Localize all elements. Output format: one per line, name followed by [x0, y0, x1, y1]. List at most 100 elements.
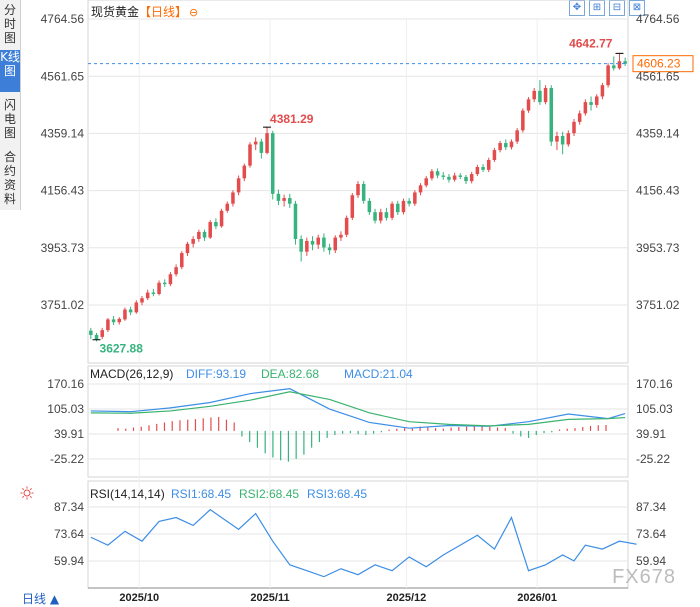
tab-time-sharing[interactable]: 分时图 — [3, 3, 16, 45]
candle-body — [180, 253, 184, 268]
candle-body — [424, 178, 428, 186]
price-tick-left: 3953.73 — [41, 241, 85, 255]
candle-body — [435, 171, 440, 176]
candle-body — [350, 195, 355, 218]
candle-body — [509, 141, 514, 148]
candle-body — [208, 222, 212, 238]
candle-body — [123, 309, 127, 320]
candle-body — [89, 330, 93, 335]
candle-body — [259, 141, 264, 153]
candle-body — [589, 102, 593, 105]
candle-body — [577, 113, 582, 122]
candle-body — [145, 292, 150, 299]
candle-body — [566, 133, 571, 145]
candle-body — [168, 274, 173, 285]
candle-body — [236, 178, 241, 193]
rsi-legend-item: RSI1:68.45 — [171, 487, 231, 501]
candle-body — [151, 292, 156, 295]
rsi-line — [90, 508, 637, 578]
candle-body — [310, 240, 315, 245]
candle-body — [384, 212, 389, 218]
price-tick-right: 4764.56 — [636, 12, 680, 26]
candle-body — [469, 174, 474, 182]
macd-line-diff — [90, 388, 626, 429]
rsi-tick-right: 59.94 — [636, 554, 666, 568]
rsi-legend-title: RSI(14,14,14) — [90, 487, 165, 501]
chart-type-tabs: 分时图 K线图 闪电图 合约资料 — [0, 0, 21, 210]
tab-kline[interactable]: K线图 — [0, 50, 20, 92]
candle-body — [521, 110, 525, 131]
macd-line-dea — [90, 391, 626, 427]
tab-contract-info[interactable]: 合约资料 — [3, 150, 16, 206]
macd-legend-item: MACD:21.04 — [344, 367, 413, 381]
candle-body — [481, 167, 485, 170]
rsi-tick-right: 87.34 — [636, 500, 666, 514]
candle-body — [339, 234, 343, 238]
candle-body — [612, 65, 616, 69]
candle-body — [600, 85, 605, 97]
candle-body — [185, 243, 190, 254]
tab-flash[interactable]: 闪电图 — [3, 98, 16, 140]
candle-body — [560, 135, 565, 145]
macd-tick-right: 39.91 — [636, 427, 666, 441]
candle-body — [623, 61, 627, 64]
candle-body — [219, 210, 224, 227]
candle-body — [396, 203, 400, 213]
candle-body — [299, 238, 303, 252]
rsi-tick-left: 59.94 — [54, 554, 84, 568]
candle-body — [265, 133, 269, 153]
candle-body — [344, 217, 349, 235]
macd-legend-title: MACD(26,12,9) — [90, 367, 173, 381]
candle-body — [475, 167, 480, 175]
settings-icon[interactable]: ⊖ — [189, 6, 199, 19]
price-tick-left: 4764.56 — [41, 12, 85, 26]
candle-body — [111, 319, 116, 323]
candle-body — [270, 133, 275, 194]
candle-body — [390, 203, 394, 218]
price-tick-left: 4561.65 — [41, 69, 85, 83]
rsi-settings-icon-ray — [22, 488, 25, 491]
date-tick-label: 2026/01 — [517, 592, 557, 604]
candle-body — [538, 90, 542, 103]
macd-legend-item: DEA:82.68 — [261, 367, 319, 381]
candle-body — [617, 61, 622, 69]
candle-body — [231, 192, 235, 204]
candle-body — [242, 165, 247, 179]
rsi-tick-left: 73.64 — [54, 527, 84, 541]
price-tick-right: 4561.65 — [636, 69, 680, 83]
panel-frame-1 — [87, 365, 629, 478]
candle-body — [583, 102, 588, 114]
candle-body — [288, 198, 292, 204]
close-icon[interactable]: ⊠ — [629, 0, 645, 16]
candle-body — [532, 90, 536, 100]
candle-body — [128, 309, 133, 313]
candle-body — [606, 65, 610, 86]
last-price-box — [632, 55, 694, 73]
candle-body — [322, 237, 326, 248]
price-tick-right: 3953.73 — [636, 241, 680, 255]
candle-body — [543, 88, 548, 103]
period-selector[interactable]: 日线 ▲ — [22, 592, 60, 606]
candle-body — [447, 176, 451, 180]
candle-body — [191, 238, 195, 244]
rsi-tick-right: 73.64 — [636, 527, 666, 541]
price-tick-left: 3751.02 — [41, 298, 85, 312]
candle-body — [333, 237, 338, 251]
rsi-legend-item: RSI3:68.45 — [307, 487, 367, 501]
candle-body — [401, 200, 406, 213]
instrument-name: 现货黄金 — [91, 5, 140, 19]
candle-body — [157, 282, 161, 295]
candle-body — [594, 96, 599, 105]
price-tick-right: 4156.43 — [636, 184, 680, 198]
macd-tick-right: 170.16 — [636, 377, 673, 391]
candle-body — [214, 222, 218, 227]
candle-body — [373, 212, 377, 221]
candle-body — [418, 185, 423, 193]
candle-body — [458, 175, 463, 177]
candle-body — [492, 150, 497, 160]
candle-body — [100, 330, 104, 337]
macd-tick-right: -25.22 — [636, 452, 670, 466]
candle-body — [407, 200, 411, 204]
rsi-settings-icon — [20, 486, 34, 500]
